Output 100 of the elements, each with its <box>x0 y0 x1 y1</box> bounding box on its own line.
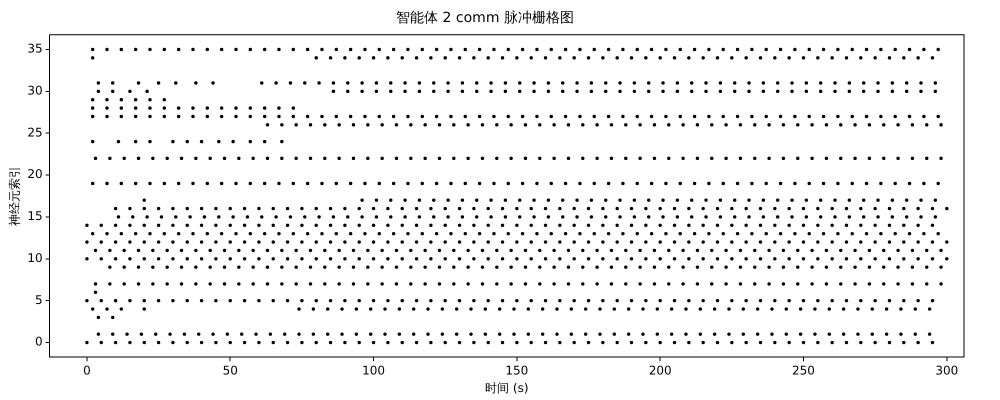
point <box>492 114 496 118</box>
point <box>449 232 453 236</box>
point <box>736 114 740 118</box>
point <box>182 332 186 336</box>
point <box>312 307 316 311</box>
point <box>624 123 628 127</box>
point <box>590 90 594 94</box>
point <box>303 215 306 219</box>
point <box>248 182 252 186</box>
point <box>194 156 198 160</box>
point <box>744 56 748 60</box>
point <box>191 232 195 236</box>
point <box>518 215 522 219</box>
point <box>701 56 705 60</box>
point <box>733 198 736 202</box>
point <box>458 224 462 228</box>
point <box>658 298 662 302</box>
point <box>626 332 630 336</box>
x-tick-label: 50 <box>222 364 238 378</box>
point <box>561 90 564 94</box>
point <box>566 282 570 286</box>
point <box>862 198 866 202</box>
point <box>844 206 848 210</box>
point <box>816 206 820 210</box>
point <box>758 56 762 60</box>
point <box>297 307 301 311</box>
point <box>839 123 842 127</box>
point <box>902 298 906 302</box>
point <box>864 232 868 236</box>
point <box>294 265 298 269</box>
point <box>724 265 728 269</box>
point <box>848 198 852 202</box>
point <box>374 215 378 219</box>
point <box>652 282 656 286</box>
y-axis-title: 神经元索引 <box>7 166 22 226</box>
point <box>836 232 840 236</box>
point <box>464 182 467 186</box>
point <box>566 123 570 127</box>
point <box>908 232 912 236</box>
point <box>334 182 338 186</box>
point <box>134 140 138 144</box>
point <box>208 156 212 160</box>
point <box>798 332 802 336</box>
point <box>934 90 938 94</box>
point <box>787 206 791 210</box>
point <box>142 198 146 202</box>
point <box>802 224 806 228</box>
point <box>744 224 748 228</box>
point <box>864 182 868 186</box>
point <box>308 282 312 286</box>
point <box>879 232 883 236</box>
point <box>922 232 926 236</box>
point <box>701 224 705 228</box>
point <box>736 48 740 52</box>
point <box>873 224 877 228</box>
point <box>716 206 720 210</box>
point <box>460 81 464 85</box>
y-tick-label: 5 <box>35 292 43 307</box>
point <box>194 81 198 85</box>
point <box>363 232 367 236</box>
point <box>386 298 390 302</box>
point <box>504 90 508 94</box>
point <box>776 81 780 85</box>
point <box>853 248 857 252</box>
point <box>446 215 450 219</box>
point <box>486 340 490 344</box>
point <box>518 90 522 94</box>
point <box>888 340 892 344</box>
point <box>506 182 510 186</box>
point <box>890 90 894 94</box>
point <box>372 206 376 210</box>
point <box>472 224 476 228</box>
point <box>392 48 396 52</box>
point <box>615 56 619 60</box>
point <box>306 48 310 52</box>
point <box>363 114 367 118</box>
point <box>90 106 94 110</box>
point <box>211 332 215 336</box>
point <box>360 81 364 85</box>
point <box>128 90 132 94</box>
point <box>372 56 376 60</box>
point <box>136 265 140 269</box>
point <box>466 248 470 252</box>
point <box>816 224 820 228</box>
point <box>530 340 533 344</box>
point <box>520 48 524 52</box>
point <box>180 248 184 252</box>
point <box>191 114 195 118</box>
point <box>696 123 700 127</box>
point <box>756 307 760 311</box>
point <box>145 215 149 219</box>
point <box>306 182 310 186</box>
point <box>472 298 476 302</box>
point <box>480 248 484 252</box>
point <box>231 140 235 144</box>
point <box>418 215 422 219</box>
point <box>853 265 857 269</box>
point <box>403 215 407 219</box>
point <box>916 224 920 228</box>
point <box>151 248 155 252</box>
